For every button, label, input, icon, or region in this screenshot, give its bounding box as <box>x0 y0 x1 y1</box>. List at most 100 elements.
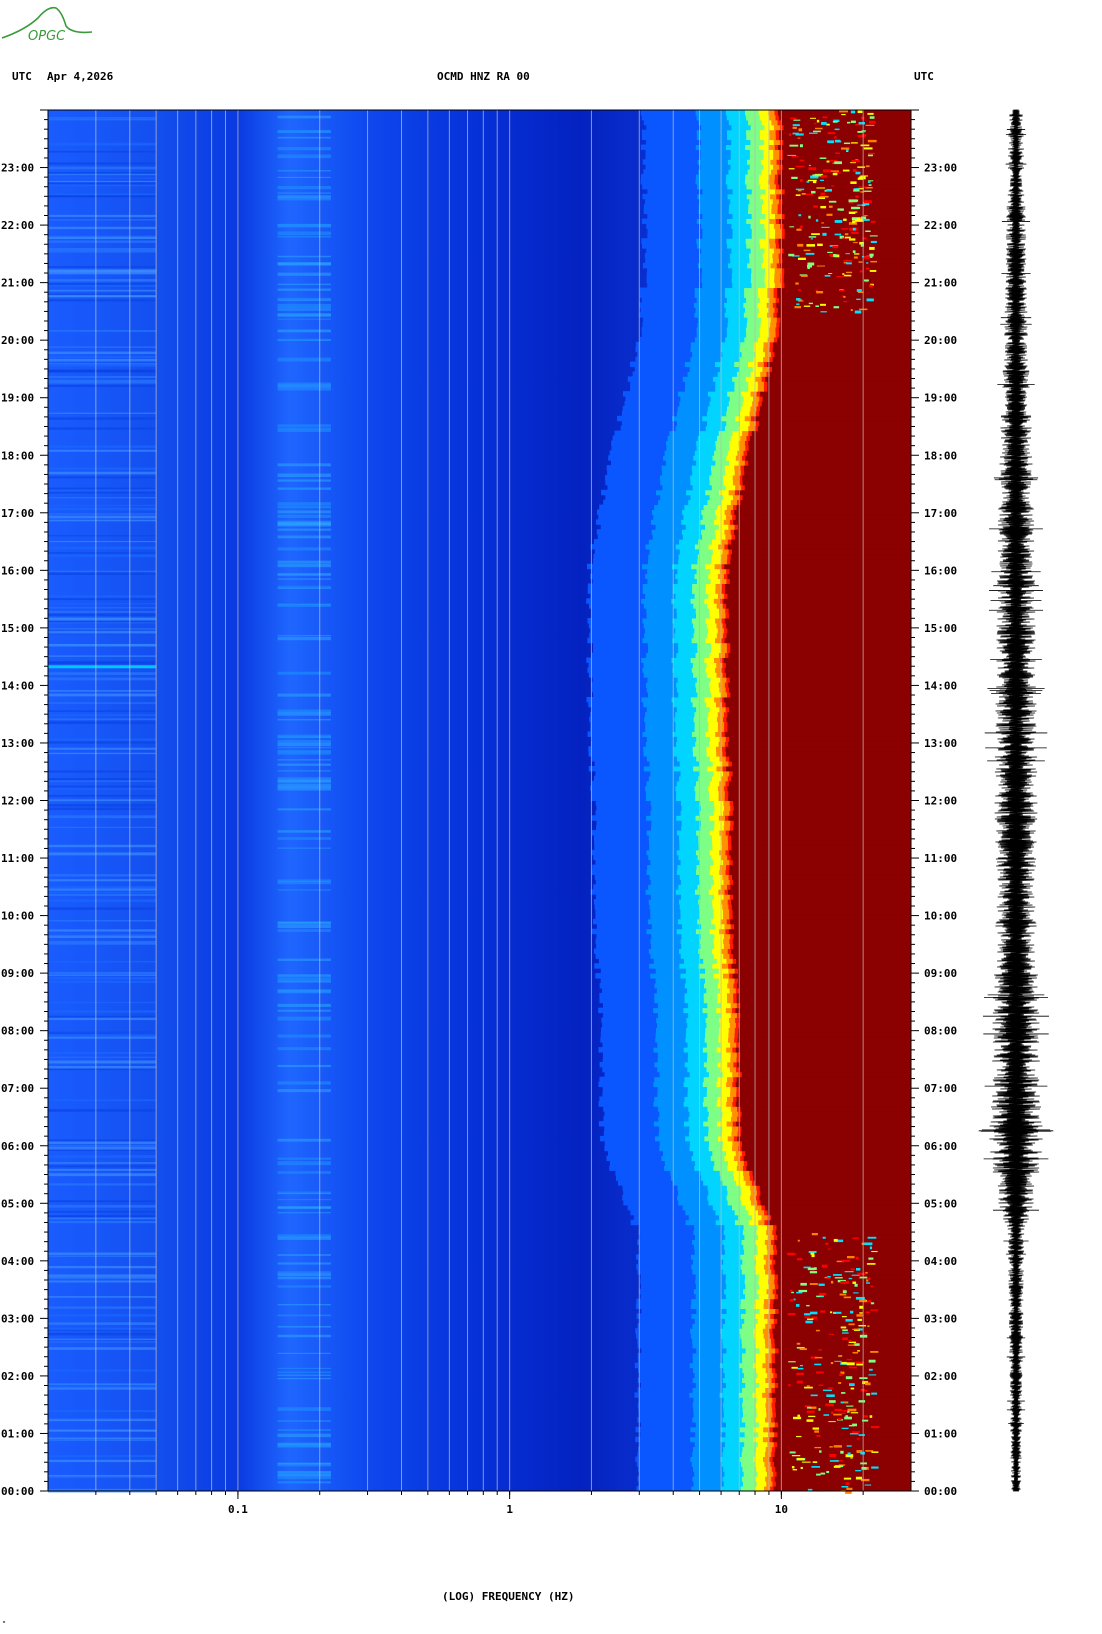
spectrogram-cell <box>775 1357 911 1364</box>
spectrogram-cell <box>694 1318 726 1324</box>
spectrogram-cell <box>763 257 774 264</box>
spectrogram-cell <box>734 978 739 984</box>
spectrogram-cell <box>736 1096 911 1102</box>
spectrogram-cell <box>769 1456 774 1462</box>
spectrogram-cell <box>857 166 866 168</box>
spectrogram-cell <box>692 1367 724 1374</box>
spectrogram-cell <box>638 1229 695 1236</box>
spectrogram-cell <box>789 144 799 147</box>
spectrogram-streak <box>277 307 331 311</box>
spectrogram-cell <box>846 1410 850 1413</box>
spectrogram-cell <box>720 598 725 604</box>
spectrogram-streak <box>48 1183 157 1186</box>
spectrogram-cell <box>725 701 911 708</box>
spectrogram-cell <box>814 1356 823 1359</box>
spectrogram-cell <box>717 992 728 999</box>
spectrogram-cell <box>739 1426 755 1433</box>
spectrogram-streak <box>277 197 331 201</box>
spectrogram-cell <box>684 1076 705 1083</box>
spectrogram-cell <box>677 391 709 397</box>
spectrogram-cell <box>744 484 911 491</box>
spectrogram-cell <box>726 420 741 427</box>
spectrogram-cell <box>751 188 767 195</box>
spectrogram-cell <box>778 1308 911 1314</box>
spectrogram-cell <box>711 691 722 698</box>
spectrogram-cell <box>646 613 678 619</box>
spectrogram-cell <box>750 391 758 397</box>
spectrogram-cell <box>817 243 823 247</box>
spectrogram-cell <box>761 208 772 215</box>
spectrogram-cell <box>638 1407 694 1413</box>
spectrogram-cell <box>726 1101 733 1107</box>
spectrogram-cell <box>838 1355 843 1357</box>
spectrogram-streak <box>48 794 157 797</box>
spectrogram-cell <box>612 435 669 441</box>
spectrogram-cell <box>649 844 681 851</box>
spectrogram-cell <box>727 948 732 954</box>
spectrogram-cell <box>604 1111 660 1117</box>
spectrogram-cell <box>653 514 685 520</box>
spectrogram-streak <box>48 1384 157 1388</box>
spectrogram-cell <box>740 1155 745 1162</box>
spectrogram-cell <box>838 1464 846 1466</box>
spectrogram-streak <box>277 115 331 119</box>
spectrogram-cell <box>672 583 693 589</box>
spectrogram-cell <box>638 1367 694 1374</box>
spectrogram-cell <box>714 923 726 930</box>
spectrogram-cell <box>775 1367 911 1374</box>
spectrogram-cell <box>637 1402 694 1408</box>
spectrogram-streak <box>48 369 157 373</box>
spectrogram-cell <box>671 657 692 663</box>
spectrogram-streak <box>48 665 157 669</box>
spectrogram-streak <box>277 502 331 506</box>
spectrogram-cell <box>790 1289 793 1292</box>
spectrogram-streak <box>48 118 157 121</box>
spectrogram-cell <box>795 282 799 285</box>
spectrogram-cell <box>591 736 648 742</box>
spectrogram-cell <box>692 1377 724 1383</box>
spectrogram-cell <box>593 775 650 782</box>
spectrogram-cell <box>750 371 761 377</box>
spectrogram-cell <box>774 267 782 274</box>
spectrogram-cell <box>593 884 649 890</box>
spectrogram-streak <box>48 974 157 976</box>
spectrogram-cell <box>779 297 911 303</box>
spectrogram-cell <box>738 1126 743 1132</box>
spectrogram-cell <box>727 1076 734 1083</box>
spectrogram-streak <box>277 463 331 467</box>
spectrogram-streak <box>277 880 331 885</box>
spectrogram-cell <box>733 825 911 831</box>
spectrogram-cell <box>606 1155 662 1162</box>
spectrogram-cell <box>645 889 677 895</box>
spectrogram-cell <box>755 1204 763 1211</box>
spectrogram-cell <box>641 134 698 141</box>
spectrogram-cell <box>604 1140 661 1147</box>
spectrogram-cell <box>749 253 764 259</box>
spectrogram-cell <box>782 149 911 155</box>
spectrogram-cell <box>677 578 698 584</box>
spectrogram-cell <box>609 450 666 456</box>
spectrogram-streak <box>48 491 157 494</box>
spectrogram-cell <box>780 208 911 215</box>
spectrogram-cell <box>845 1319 853 1322</box>
spectrogram-cell <box>635 1303 692 1310</box>
spectrogram-cell <box>591 687 648 693</box>
spectrogram-cell <box>823 1414 830 1416</box>
spectrogram-cell <box>678 884 699 890</box>
spectrogram-cell <box>599 1061 656 1068</box>
spectrogram-cell <box>868 180 874 182</box>
spectrogram-cell <box>844 1401 847 1403</box>
spectrogram-cell <box>772 1288 777 1295</box>
spectrogram-cell <box>640 1431 696 1438</box>
spectrogram-cell <box>715 509 726 515</box>
spectrogram-cell <box>720 657 725 663</box>
spectrogram-cell <box>675 726 696 732</box>
spectrogram-cell <box>635 356 691 363</box>
spectrogram-cell <box>848 199 857 203</box>
spectrogram-cell <box>640 1421 697 1428</box>
spectrogram-cell <box>595 913 651 920</box>
spectrogram-cell <box>745 455 911 461</box>
spectrogram-cell <box>868 184 872 186</box>
spectrogram-cell <box>688 1106 709 1112</box>
spectrogram-cell <box>739 445 746 451</box>
